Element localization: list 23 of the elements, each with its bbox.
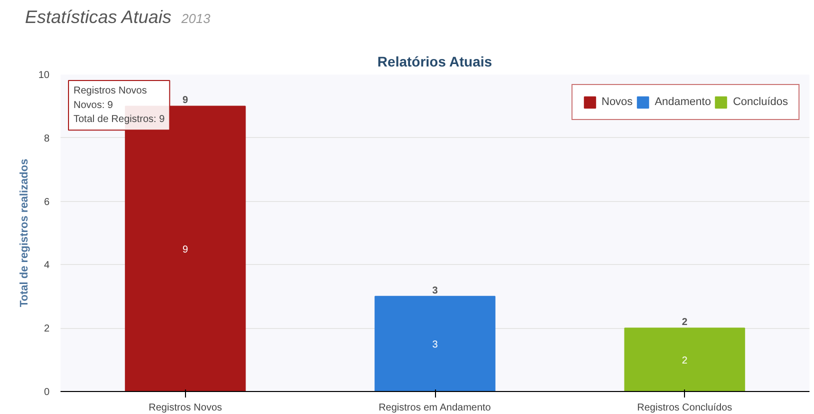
x-tick-label: Registros em Andamento — [378, 402, 492, 414]
total-label: 2 — [682, 317, 688, 328]
data-label: 3 — [432, 339, 438, 350]
y-tick-label: 6 — [44, 196, 50, 208]
total-label: 9 — [182, 95, 189, 106]
y-tick-label: 4 — [44, 260, 50, 272]
text: Estatísticas Atuais — [25, 7, 172, 27]
chart-title: Relatórios Atuais — [377, 54, 492, 70]
data-label: 2 — [682, 355, 688, 366]
x-tick-label: Registros Novos — [148, 402, 222, 414]
annotation: Registros Novos Novos: 9 Total de Registros: 9 — [74, 86, 166, 126]
y-tick-label: 2 — [44, 324, 50, 335]
text: 2013 — [181, 11, 210, 26]
y-tick-label: 8 — [44, 133, 50, 144]
total-label: 3 — [432, 285, 438, 296]
y-tick-label: 0 — [44, 387, 50, 398]
data-label: 9 — [182, 244, 189, 256]
legend-label: Concluídos — [732, 96, 788, 108]
legend-label: Andamento — [654, 96, 711, 108]
legend-label: Novos — [602, 96, 633, 108]
y-tick-label: 10 — [38, 70, 50, 81]
y-axis-title: Total de registros realizados — [18, 158, 30, 308]
x-tick-label: Registros Concluídos — [637, 402, 732, 414]
